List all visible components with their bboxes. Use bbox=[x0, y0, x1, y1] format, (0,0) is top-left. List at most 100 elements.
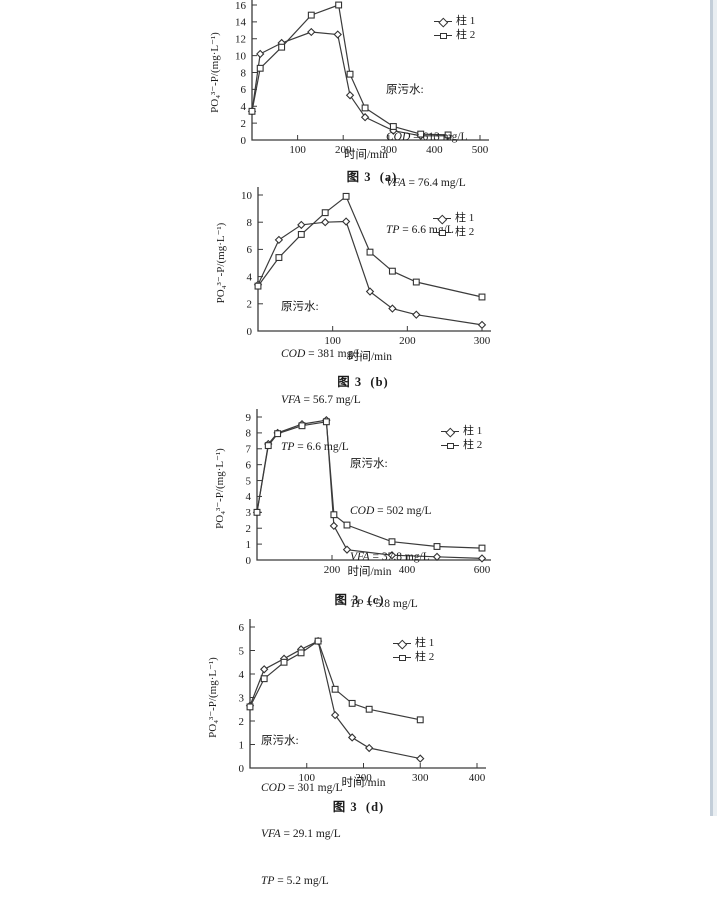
marker-diamond bbox=[321, 218, 330, 227]
marker-square bbox=[264, 442, 272, 450]
y-tick-label: 0 bbox=[247, 326, 253, 338]
x-tick-label: 200 bbox=[335, 144, 352, 156]
marker-square bbox=[314, 637, 322, 645]
diamond-marker-icon bbox=[393, 639, 411, 648]
marker-square bbox=[298, 422, 306, 430]
marker-square bbox=[365, 705, 373, 713]
annotation-line: TP = 6.6 mg/L bbox=[281, 440, 349, 453]
y-tick-label: 9 bbox=[246, 412, 252, 424]
legend-label: 柱 1 bbox=[455, 212, 475, 224]
x-tick-label: 300 bbox=[474, 335, 491, 347]
legend-item-col2: 柱 2 bbox=[393, 651, 434, 664]
y-tick-label: 6 bbox=[241, 84, 247, 96]
y-tick-label: 5 bbox=[246, 475, 252, 487]
marker-square bbox=[260, 675, 268, 683]
x-tick-label: 200 bbox=[399, 335, 416, 347]
y-tick-label: 3 bbox=[246, 507, 252, 519]
legend-chart-c: 柱 1 柱 2 bbox=[441, 425, 482, 452]
diamond-marker-icon bbox=[441, 427, 459, 436]
annotation-line: COD = 613 mg/L bbox=[386, 130, 468, 143]
legend-label: 柱 1 bbox=[415, 637, 435, 649]
marker-square bbox=[346, 70, 354, 78]
marker-diamond bbox=[365, 287, 375, 296]
x-tick-label: 400 bbox=[399, 564, 416, 576]
annotation-title: 原污水: bbox=[261, 735, 299, 747]
annotation-line: COD = 381 mg/L bbox=[281, 347, 363, 360]
legend-label: 柱 1 bbox=[456, 15, 476, 27]
marker-diamond bbox=[297, 220, 306, 230]
legend-item-col1: 柱 1 bbox=[434, 15, 475, 28]
y-tick-label: 2 bbox=[247, 299, 253, 311]
x-tick-label: 600 bbox=[474, 564, 491, 576]
y-tick-label: 14 bbox=[235, 17, 247, 29]
y-tick-label: 2 bbox=[241, 118, 247, 130]
x-axis-label-chart-a: 时间/min bbox=[343, 149, 389, 161]
marker-square bbox=[297, 230, 305, 238]
legend-label: 柱 1 bbox=[463, 425, 483, 437]
y-tick-label: 7 bbox=[246, 444, 252, 456]
marker-square bbox=[389, 123, 397, 130]
marker-square bbox=[274, 430, 282, 438]
x-tick-label: 100 bbox=[299, 772, 316, 784]
series-line-square bbox=[251, 4, 449, 136]
caption-chart-a: 图 3 (a) bbox=[346, 170, 398, 184]
annotation-title: 原污水: bbox=[281, 301, 319, 313]
marker-square bbox=[343, 521, 351, 529]
marker-square bbox=[330, 511, 338, 519]
caption-chart-c: 图 3 (c) bbox=[334, 593, 385, 607]
y-tick-label: 6 bbox=[247, 244, 253, 256]
marker-square bbox=[254, 282, 262, 290]
y-tick-label: 4 bbox=[247, 271, 253, 283]
annotation-line: VFA = 76.4 mg/L bbox=[386, 177, 466, 189]
y-tick-label: 4 bbox=[241, 101, 247, 113]
x-tick-label: 300 bbox=[381, 144, 398, 156]
x-axis-label-chart-b: 时间/min bbox=[347, 351, 393, 363]
annotation-title: 原污水: bbox=[386, 84, 424, 96]
marker-square bbox=[297, 649, 305, 657]
marker-square bbox=[253, 508, 261, 516]
legend-chart-b: 柱 1 柱 2 bbox=[433, 212, 474, 239]
marker-square bbox=[417, 130, 425, 138]
marker-square bbox=[388, 538, 396, 546]
y-axis-label: PO₄³⁻-P/(mg·L⁻¹) bbox=[207, 657, 219, 738]
marker-diamond bbox=[342, 545, 352, 554]
legend-label: 柱 2 bbox=[456, 29, 476, 41]
legend-label: 柱 2 bbox=[415, 651, 435, 663]
page-edge-background bbox=[713, 0, 717, 816]
y-tick-label: 1 bbox=[246, 539, 252, 551]
annotation-line: VFA = 56.7 mg/L bbox=[281, 394, 361, 406]
legend-item-col2: 柱 2 bbox=[441, 439, 482, 452]
series-line-square bbox=[256, 421, 483, 549]
y-tick-label: 10 bbox=[235, 50, 247, 62]
marker-square bbox=[478, 293, 486, 301]
y-tick-label: 3 bbox=[239, 692, 245, 704]
y-tick-label: 4 bbox=[239, 669, 245, 681]
x-tick-label: 200 bbox=[355, 772, 372, 784]
annotation-line: TP = 5.2 mg/L bbox=[261, 874, 329, 887]
caption-chart-b: 图 3 (b) bbox=[337, 375, 389, 389]
x-tick-label: 400 bbox=[469, 772, 486, 784]
marker-diamond bbox=[388, 304, 397, 313]
marker-diamond bbox=[360, 113, 370, 122]
y-tick-label: 8 bbox=[247, 217, 253, 229]
square-marker-icon bbox=[434, 31, 452, 40]
marker-square bbox=[433, 543, 441, 550]
legend-label: 柱 2 bbox=[463, 439, 483, 451]
legend-chart-a: 柱 1 柱 2 bbox=[434, 15, 475, 42]
annotation-chart-c: 原污水: COD = 502 mg/L VFA = 37.8 mg/L TP =… bbox=[350, 426, 432, 628]
marker-square bbox=[307, 11, 315, 19]
y-tick-label: 0 bbox=[241, 135, 247, 147]
marker-diamond bbox=[345, 91, 355, 100]
marker-square bbox=[366, 248, 374, 256]
marker-diamond bbox=[329, 521, 339, 531]
marker-square bbox=[322, 418, 330, 426]
y-tick-label: 10 bbox=[241, 190, 253, 202]
y-tick-label: 2 bbox=[246, 523, 252, 535]
x-axis-label-chart-d: 时间/min bbox=[341, 777, 386, 789]
marker-diamond bbox=[412, 310, 421, 319]
y-tick-label: 0 bbox=[239, 763, 245, 775]
marker-diamond bbox=[477, 320, 487, 330]
legend-chart-d: 柱 1 柱 2 bbox=[393, 637, 434, 664]
y-axis-label: PO₄³⁻-P/(mg·L⁻¹) bbox=[214, 448, 226, 529]
